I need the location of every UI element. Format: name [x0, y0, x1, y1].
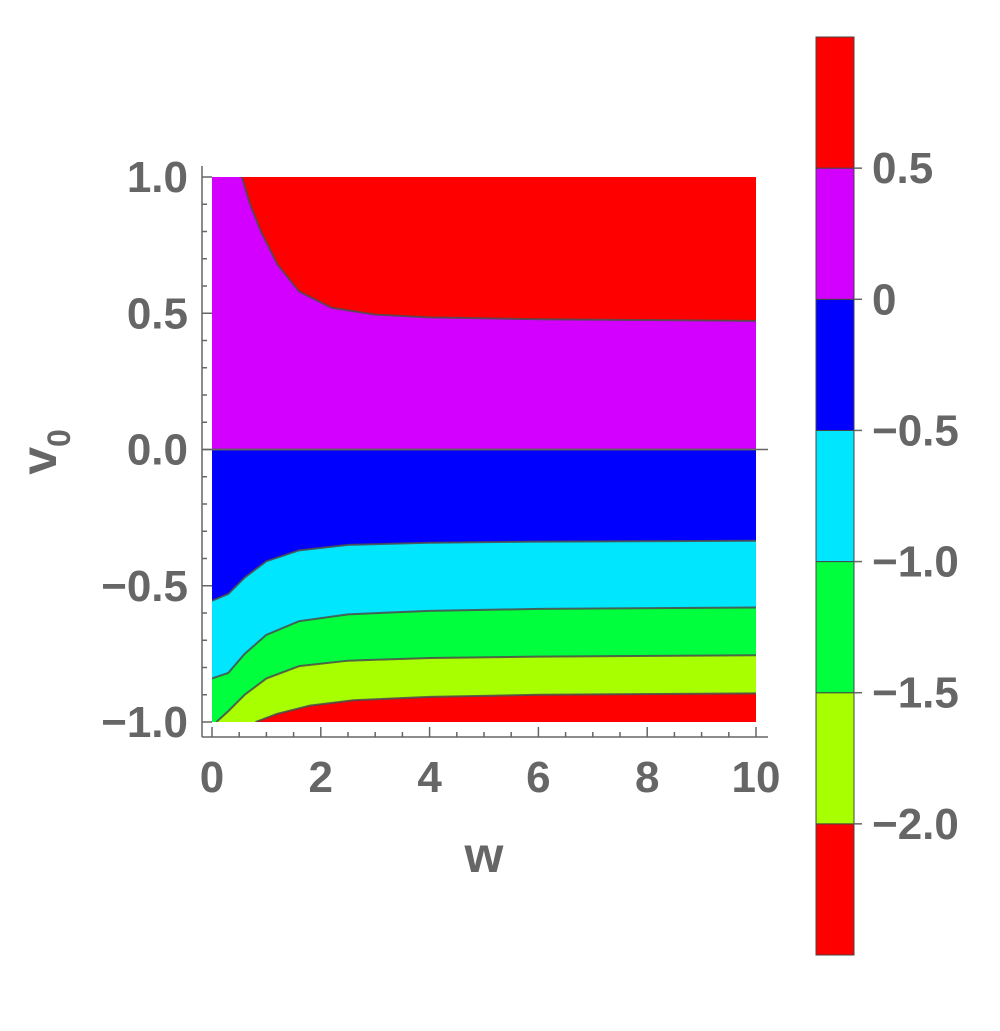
contour-region	[212, 177, 756, 722]
colorbar-tick-label: 0.5	[872, 144, 933, 193]
colorbar-band	[815, 36, 855, 169]
y-axis-title-subscript: 0	[41, 429, 77, 447]
colorbar-tick-label: −1.5	[872, 669, 959, 718]
y-axis-title: v0	[11, 429, 77, 475]
contour-region	[212, 177, 756, 321]
colorbar-tick-label: 0	[872, 275, 896, 324]
contour-region	[212, 177, 756, 601]
contour-region	[212, 177, 756, 722]
y-axis-ticks: −1.0 −0.5 0.0 0.5 1.0	[101, 153, 212, 747]
contour-line	[212, 539, 756, 602]
x-tick-label: 10	[732, 753, 781, 802]
contour-region	[212, 177, 756, 450]
colorbar-ticks: 0.5 0 −0.5 −1.0 −1.5 −2.0	[854, 144, 959, 849]
x-axis-title: w	[464, 827, 504, 883]
contour-line	[215, 654, 756, 722]
colorbar	[815, 36, 855, 956]
x-tick-label: 2	[309, 753, 333, 802]
colorbar-band	[815, 823, 855, 956]
x-tick-label: 8	[635, 753, 659, 802]
y-tick-label: −0.5	[101, 562, 188, 611]
y-tick-label: 0.5	[127, 289, 188, 338]
contour-regions	[212, 177, 756, 722]
contour-line	[212, 606, 756, 680]
svg-text:v0: v0	[11, 429, 77, 475]
colorbar-band	[815, 429, 855, 563]
colorbar-tick-label: −1.0	[872, 538, 959, 587]
colorbar-band	[815, 561, 855, 694]
x-tick-label: 6	[526, 753, 550, 802]
colorbar-tick-label: −0.5	[872, 406, 959, 455]
contour-line	[255, 692, 756, 722]
y-tick-label: −1.0	[101, 698, 188, 747]
contour-lines	[212, 177, 756, 722]
x-tick-label: 4	[417, 753, 442, 802]
colorbar-band	[815, 167, 855, 300]
x-axis-ticks: 0 2 4 6 8 10	[200, 727, 781, 802]
y-tick-label: 1.0	[127, 153, 188, 202]
contour-region	[212, 177, 756, 679]
colorbar-band	[815, 692, 855, 825]
y-axis-title-main: v	[11, 447, 67, 475]
colorbar-band	[815, 298, 855, 431]
y-tick-label: 0.0	[127, 426, 188, 475]
colorbar-tick-label: −2.0	[872, 800, 959, 849]
contour-line	[240, 177, 756, 322]
contour-region	[212, 693, 756, 722]
x-tick-label: 0	[200, 753, 224, 802]
